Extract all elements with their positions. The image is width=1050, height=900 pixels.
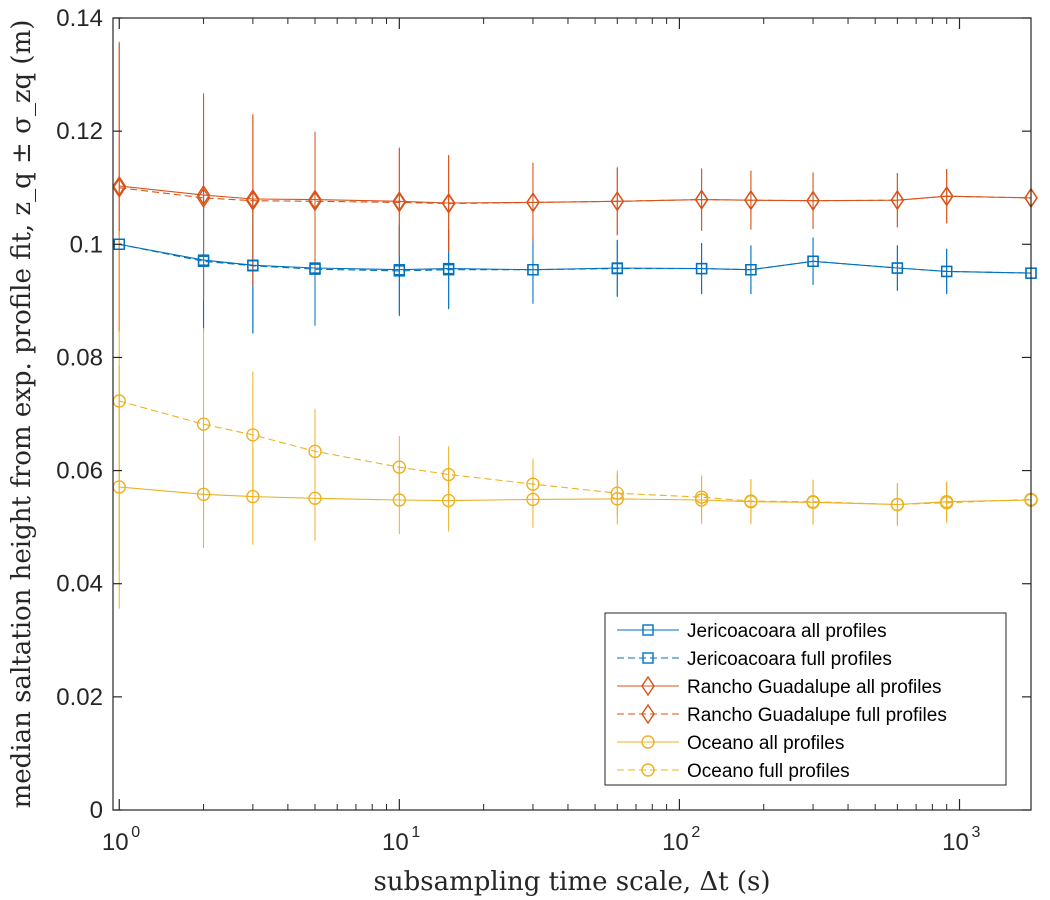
errorbars-layer xyxy=(118,41,1032,609)
y-tick-label: 0.04 xyxy=(56,571,103,598)
y-tick-label: 0.02 xyxy=(56,684,103,711)
data-point-rancho-guadalupe-full-profiles xyxy=(246,190,260,211)
data-point-oceano-full-profiles xyxy=(939,496,954,510)
data-point-oceano-full-profiles xyxy=(308,444,322,459)
data-point-jericoacoara-full-profiles xyxy=(611,262,623,275)
data-point-rancho-guadalupe-full-profiles xyxy=(112,177,127,198)
data-point-rancho-guadalupe-full-profiles xyxy=(441,193,456,214)
data-point-rancho-guadalupe-full-profiles xyxy=(196,187,211,209)
x-tick-exponent: 2 xyxy=(691,824,700,841)
data-point-jericoacoara-full-profiles xyxy=(442,264,455,276)
y-tick-label: 0.08 xyxy=(56,344,103,371)
legend-marker-oceano-all-profiles xyxy=(641,735,655,749)
y-tick-label: 0.14 xyxy=(56,5,103,32)
x-tick-label: 10 xyxy=(942,829,969,856)
data-point-oceano-all-profiles xyxy=(308,491,322,505)
data-point-jericoacoara-full-profiles xyxy=(807,255,819,267)
legend-marker-jericoacoara-all-profiles xyxy=(642,624,654,636)
plot-frame xyxy=(112,17,1032,811)
data-point-oceano-full-profiles xyxy=(610,486,624,500)
data-point-rancho-guadalupe-full-profiles xyxy=(392,192,407,213)
data-point-oceano-all-profiles xyxy=(196,487,211,502)
legend-marker-oceano-full-profiles xyxy=(641,763,655,777)
data-point-oceano-full-profiles xyxy=(441,467,456,482)
legend-label: Jericoacoara full profiles xyxy=(687,649,892,670)
x-tick-label: 10 xyxy=(102,829,129,856)
data-point-jericoacoara-full-profiles xyxy=(309,263,321,275)
legend-label: Oceano full profiles xyxy=(687,761,850,782)
data-point-oceano-all-profiles xyxy=(441,493,456,508)
data-point-oceano-full-profiles xyxy=(744,494,758,508)
legend-marker-rancho-guadalupe-full-profiles xyxy=(641,703,655,725)
legend-label: Rancho Guadalupe all profiles xyxy=(687,677,942,698)
y-tick-label: 0.06 xyxy=(56,458,103,485)
data-point-jericoacoara-full-profiles xyxy=(393,265,406,277)
data-point-oceano-full-profiles xyxy=(890,497,905,512)
data-point-rancho-guadalupe-full-profiles xyxy=(806,190,820,211)
x-tick-label: 10 xyxy=(662,829,689,856)
data-point-rancho-guadalupe-all-profiles xyxy=(246,188,260,210)
data-point-oceano-all-profiles xyxy=(610,492,624,506)
data-point-jericoacoara-full-profiles xyxy=(527,264,539,276)
x-tick-exponent: 3 xyxy=(972,824,981,841)
data-point-rancho-guadalupe-full-profiles xyxy=(308,191,322,212)
data-point-jericoacoara-full-profiles xyxy=(745,264,757,276)
markers-layer xyxy=(112,175,1038,512)
data-point-rancho-guadalupe-all-profiles xyxy=(112,175,127,197)
x-axis-label: subsampling time scale, Δt (s) xyxy=(374,867,771,897)
data-point-rancho-guadalupe-full-profiles xyxy=(890,189,905,211)
y-tick-label: 0 xyxy=(90,797,103,824)
x-tick-exponent: 0 xyxy=(131,824,140,841)
data-point-rancho-guadalupe-full-profiles xyxy=(694,189,709,210)
data-point-jericoacoara-full-profiles xyxy=(197,255,210,267)
data-point-oceano-full-profiles xyxy=(526,477,540,491)
y-tick-label: 0.1 xyxy=(70,231,103,258)
legend: Jericoacoara all profiles Jericoacoara fu… xyxy=(604,612,1007,786)
legend-label: Rancho Guadalupe full profiles xyxy=(687,705,947,726)
series-line-jericoacoara-full-profiles xyxy=(119,243,1032,274)
data-point-jericoacoara-full-profiles xyxy=(891,262,904,274)
y-axis-label: median saltation height from exp. profil… xyxy=(7,20,37,809)
data-point-jericoacoara-full-profiles xyxy=(695,262,708,275)
data-point-rancho-guadalupe-full-profiles xyxy=(610,191,625,212)
data-point-oceano-full-profiles xyxy=(694,490,709,504)
data-point-oceano-full-profiles xyxy=(196,417,211,431)
data-point-rancho-guadalupe-full-profiles xyxy=(939,185,954,207)
data-point-rancho-guadalupe-full-profiles xyxy=(526,192,540,213)
data-point-rancho-guadalupe-all-profiles xyxy=(308,189,322,210)
legend-box xyxy=(604,612,1007,786)
data-point-rancho-guadalupe-all-profiles xyxy=(196,184,211,206)
data-point-jericoacoara-full-profiles xyxy=(940,265,953,278)
legend-marker-jericoacoara-full-profiles xyxy=(642,652,654,664)
data-point-oceano-all-profiles xyxy=(392,493,407,507)
series-line-rancho-guadalupe-full-profiles xyxy=(119,187,1032,205)
data-point-oceano-full-profiles xyxy=(392,460,407,474)
series-lines-layer xyxy=(119,185,1032,506)
data-point-oceano-full-profiles xyxy=(806,494,820,509)
legend-label: Oceano all profiles xyxy=(687,733,844,754)
x-tick-label: 10 xyxy=(382,829,409,856)
legend-label: Jericoacoara all profiles xyxy=(687,621,887,642)
data-point-jericoacoara-full-profiles xyxy=(247,260,259,272)
legend-marker-rancho-guadalupe-all-profiles xyxy=(641,675,655,697)
data-point-oceano-full-profiles xyxy=(246,428,260,442)
x-tick-exponent: 1 xyxy=(411,824,420,841)
data-point-rancho-guadalupe-full-profiles xyxy=(744,189,758,211)
series-line-oceano-full-profiles xyxy=(119,400,1032,506)
data-point-oceano-all-profiles xyxy=(246,489,260,504)
y-tick-label: 0.12 xyxy=(56,118,103,145)
data-point-oceano-all-profiles xyxy=(526,492,540,507)
